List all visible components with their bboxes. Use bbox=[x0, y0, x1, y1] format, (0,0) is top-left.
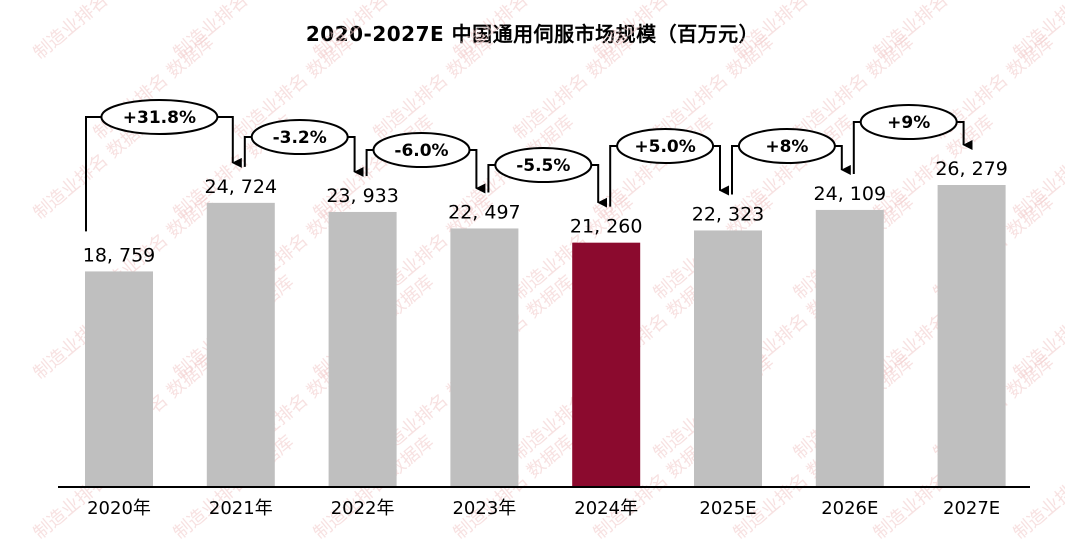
bar-2026E bbox=[815, 209, 884, 487]
bar-2027E bbox=[937, 185, 1006, 487]
chart-title: 2020-2027E 中国通用伺服市场规模（百万元） bbox=[305, 22, 760, 46]
growth-connector bbox=[852, 121, 861, 174]
value-label: 18, 759 bbox=[83, 244, 156, 266]
bar-2024年 bbox=[572, 242, 641, 487]
growth-ellipse bbox=[616, 128, 715, 164]
watermark-layer: 制造业排名 数据库 制造业排名 数据库 制造业排名 数据库 制造业排名 数据库 制造业排… bbox=[30, 0, 1065, 544]
growth-ellipse bbox=[737, 128, 836, 164]
value-label: 24, 724 bbox=[205, 176, 278, 198]
value-label: 24, 109 bbox=[814, 183, 887, 205]
x-tick-label: 2022年 bbox=[331, 498, 395, 519]
x-tick-label: 2027E bbox=[943, 498, 1000, 519]
growth-rate-label: -6.0% bbox=[394, 141, 448, 161]
growth-rate-label: -3.2% bbox=[273, 128, 327, 148]
value-label: 26, 279 bbox=[935, 158, 1008, 180]
value-label: 21, 260 bbox=[570, 216, 643, 238]
bar-2023年 bbox=[450, 228, 519, 487]
x-tick-label: 2020年 bbox=[87, 498, 151, 519]
value-label: 23, 933 bbox=[326, 185, 399, 207]
growth-rate-label: +5.0% bbox=[634, 137, 695, 157]
growth-connector bbox=[609, 145, 618, 207]
growth-ellipse bbox=[372, 132, 471, 168]
growth-arrow bbox=[591, 164, 608, 208]
growth-arrow bbox=[834, 145, 851, 175]
growth-arrow bbox=[347, 136, 364, 177]
growth-ellipse bbox=[100, 99, 219, 135]
bar-2022年 bbox=[328, 211, 397, 487]
growth-rate-label: +9% bbox=[887, 113, 930, 133]
bar-2020年 bbox=[85, 271, 153, 487]
growth-ellipse bbox=[494, 147, 593, 183]
growth-connector bbox=[85, 116, 102, 232]
growth-arrow bbox=[217, 116, 242, 168]
growth-connector bbox=[243, 136, 252, 167]
x-tick-label: 2023年 bbox=[452, 498, 516, 519]
value-label: 22, 497 bbox=[448, 201, 521, 223]
growth-rate-label: -5.5% bbox=[516, 156, 570, 176]
growth-rate-label: +8% bbox=[765, 137, 808, 157]
growth-arrow bbox=[469, 149, 486, 194]
bar-2021年 bbox=[206, 202, 275, 487]
growth-arrow bbox=[713, 145, 729, 196]
growth-ellipse bbox=[859, 104, 958, 140]
value-label: 22, 323 bbox=[692, 203, 765, 225]
growth-rate-label: +31.8% bbox=[123, 108, 196, 128]
x-tick-label: 2024年 bbox=[574, 498, 638, 519]
growth-arrow bbox=[956, 121, 973, 150]
growth-connector bbox=[487, 164, 496, 193]
growth-connector bbox=[731, 145, 739, 195]
watermark-text: 制造业排名 数据库 bbox=[30, 0, 158, 64]
x-tick-label: 2025E bbox=[699, 498, 756, 519]
growth-ellipse bbox=[250, 119, 349, 155]
growth-connector bbox=[365, 149, 374, 176]
bar-2025E bbox=[694, 230, 762, 487]
x-tick-label: 2021年 bbox=[209, 498, 273, 519]
x-tick-label: 2026E bbox=[821, 498, 878, 519]
